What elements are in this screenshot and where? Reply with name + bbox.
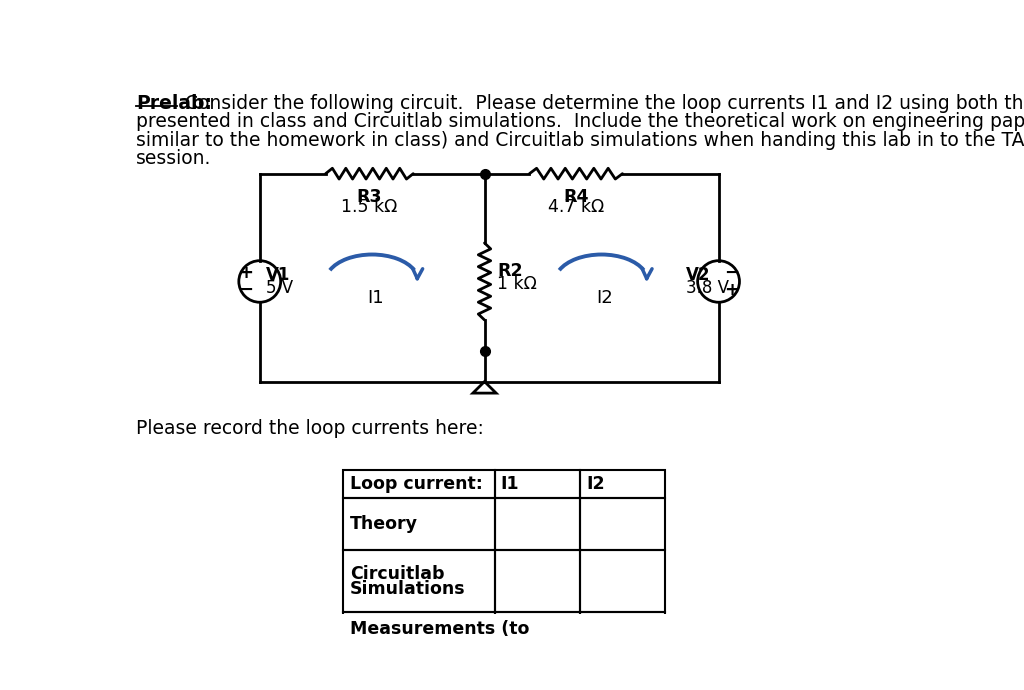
Text: I2: I2 [596, 289, 613, 308]
Text: session.: session. [136, 149, 211, 168]
Text: 1.5 kΩ: 1.5 kΩ [341, 198, 397, 216]
Text: −: − [724, 264, 739, 282]
Text: 4.7 kΩ: 4.7 kΩ [548, 198, 604, 216]
Text: Consider the following circuit.  Please determine the loop currents I1 and I2 us: Consider the following circuit. Please d… [179, 94, 1024, 112]
Text: +: + [239, 264, 253, 282]
Bar [343, 612, 495, 647]
Text: −: − [239, 281, 253, 299]
Text: 5 V: 5 V [266, 279, 293, 297]
Text: +: + [724, 281, 739, 299]
Text: V2: V2 [686, 266, 711, 284]
Text: Please record the loop currents here:: Please record the loop currents here: [136, 419, 483, 437]
Bar [580, 612, 665, 647]
Text: V1: V1 [266, 266, 291, 284]
Bar [580, 470, 665, 497]
Bar [580, 550, 665, 612]
Bar [495, 550, 580, 612]
Bar [495, 612, 580, 647]
Text: 3.8 V: 3.8 V [686, 279, 729, 297]
Text: Prelab:: Prelab: [136, 94, 212, 112]
Text: I1: I1 [501, 475, 519, 493]
Text: Measurements (to: Measurements (to [349, 620, 529, 638]
Text: I1: I1 [367, 289, 384, 308]
Bar [495, 470, 580, 497]
Text: 1 kΩ: 1 kΩ [497, 275, 537, 293]
Text: R2: R2 [497, 262, 522, 279]
Bar [343, 497, 495, 550]
Text: Simulations: Simulations [349, 580, 465, 598]
Text: Theory: Theory [349, 515, 418, 533]
Bar [343, 550, 495, 612]
Text: presented in class and Circuitlab simulations.  Include the theoretical work on : presented in class and Circuitlab simula… [136, 112, 1024, 131]
Bar [343, 470, 495, 497]
Text: similar to the homework in class) and Circuitlab simulations when handing this l: similar to the homework in class) and Ci… [136, 130, 1024, 150]
Bar [580, 497, 665, 550]
Bar [495, 497, 580, 550]
Text: Circuitlab: Circuitlab [349, 565, 444, 583]
Text: R4: R4 [563, 188, 589, 206]
Text: Loop current:: Loop current: [349, 475, 482, 493]
Text: R3: R3 [356, 188, 382, 206]
Text: I2: I2 [586, 475, 604, 493]
